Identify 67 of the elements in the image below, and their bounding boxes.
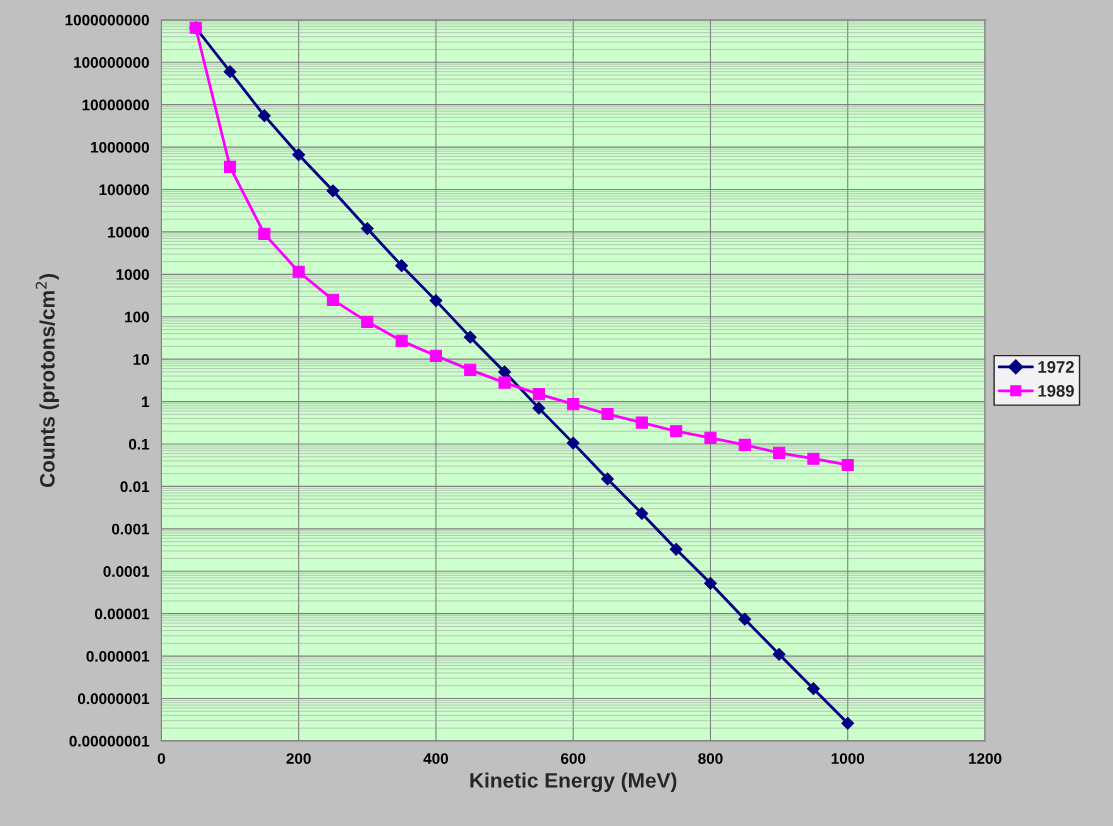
x-tick-label: 800	[698, 753, 723, 764]
x-axis-title: Kinetic Energy (MeV)	[470, 772, 677, 793]
y-tick-label: 0.0001	[103, 566, 150, 577]
y-tick-label: 0.001	[111, 523, 150, 535]
point	[601, 472, 614, 486]
point	[532, 401, 546, 415]
y-tick-label: 0.1	[128, 438, 150, 450]
point	[464, 363, 477, 376]
point	[395, 259, 409, 273]
point	[532, 388, 545, 401]
point	[772, 647, 786, 661]
point	[326, 293, 340, 306]
y-tick-label: 1000000000	[65, 14, 149, 26]
point	[669, 542, 683, 556]
point	[670, 425, 683, 438]
point	[635, 416, 648, 429]
point	[773, 446, 786, 459]
point	[223, 65, 237, 79]
point	[360, 222, 374, 235]
y-tick-label: 100000	[99, 184, 149, 196]
y-tick-label: 10000000	[82, 99, 149, 111]
point	[292, 265, 305, 278]
y-tick-label: 100	[125, 311, 149, 323]
point	[635, 507, 649, 520]
point	[361, 315, 374, 328]
point	[429, 349, 442, 362]
legend-label: 1972	[1038, 361, 1074, 373]
point	[807, 682, 820, 696]
x-tick-label: 400	[423, 753, 449, 764]
point	[567, 398, 580, 411]
y-axis-title: Counts (protons/cm$^{2}$)	[35, 274, 59, 488]
x-tick-label: 0	[157, 753, 166, 764]
x-tick-label: 1200	[968, 753, 1002, 764]
point	[738, 438, 751, 452]
point	[258, 227, 271, 240]
point	[223, 160, 237, 174]
y-tick-label: 0.0000001	[77, 693, 150, 705]
point	[395, 334, 408, 347]
y-tick-label: 0.00000001	[69, 735, 150, 747]
y-tick-label: 1	[142, 396, 150, 408]
y-tick-label: 0.01	[120, 481, 150, 493]
point	[704, 431, 717, 444]
point	[498, 365, 511, 379]
y-tick-label: 0.000001	[86, 650, 150, 662]
y-tick-label: 0.00001	[94, 608, 150, 620]
point	[704, 576, 717, 590]
x-tick-label: 1000	[831, 753, 865, 764]
point	[738, 612, 752, 626]
x-tick-label: 600	[561, 753, 586, 764]
point	[326, 184, 340, 198]
point	[498, 376, 511, 389]
point	[463, 330, 477, 344]
point	[601, 407, 614, 421]
y-tick-label: 10	[133, 354, 149, 365]
point	[841, 716, 855, 730]
x-tick-label: 200	[286, 753, 311, 764]
point	[841, 458, 854, 472]
point	[429, 294, 443, 308]
point	[566, 436, 580, 450]
y-tick-label: 10000	[108, 226, 149, 238]
point	[292, 148, 306, 162]
point	[257, 109, 271, 123]
y-tick-label: 1000000	[91, 141, 149, 153]
legend-label: 1989	[1038, 384, 1074, 397]
y-tick-label: 1000	[116, 269, 149, 281]
point	[807, 452, 820, 465]
y-tick-label: 100000000	[74, 57, 149, 68]
